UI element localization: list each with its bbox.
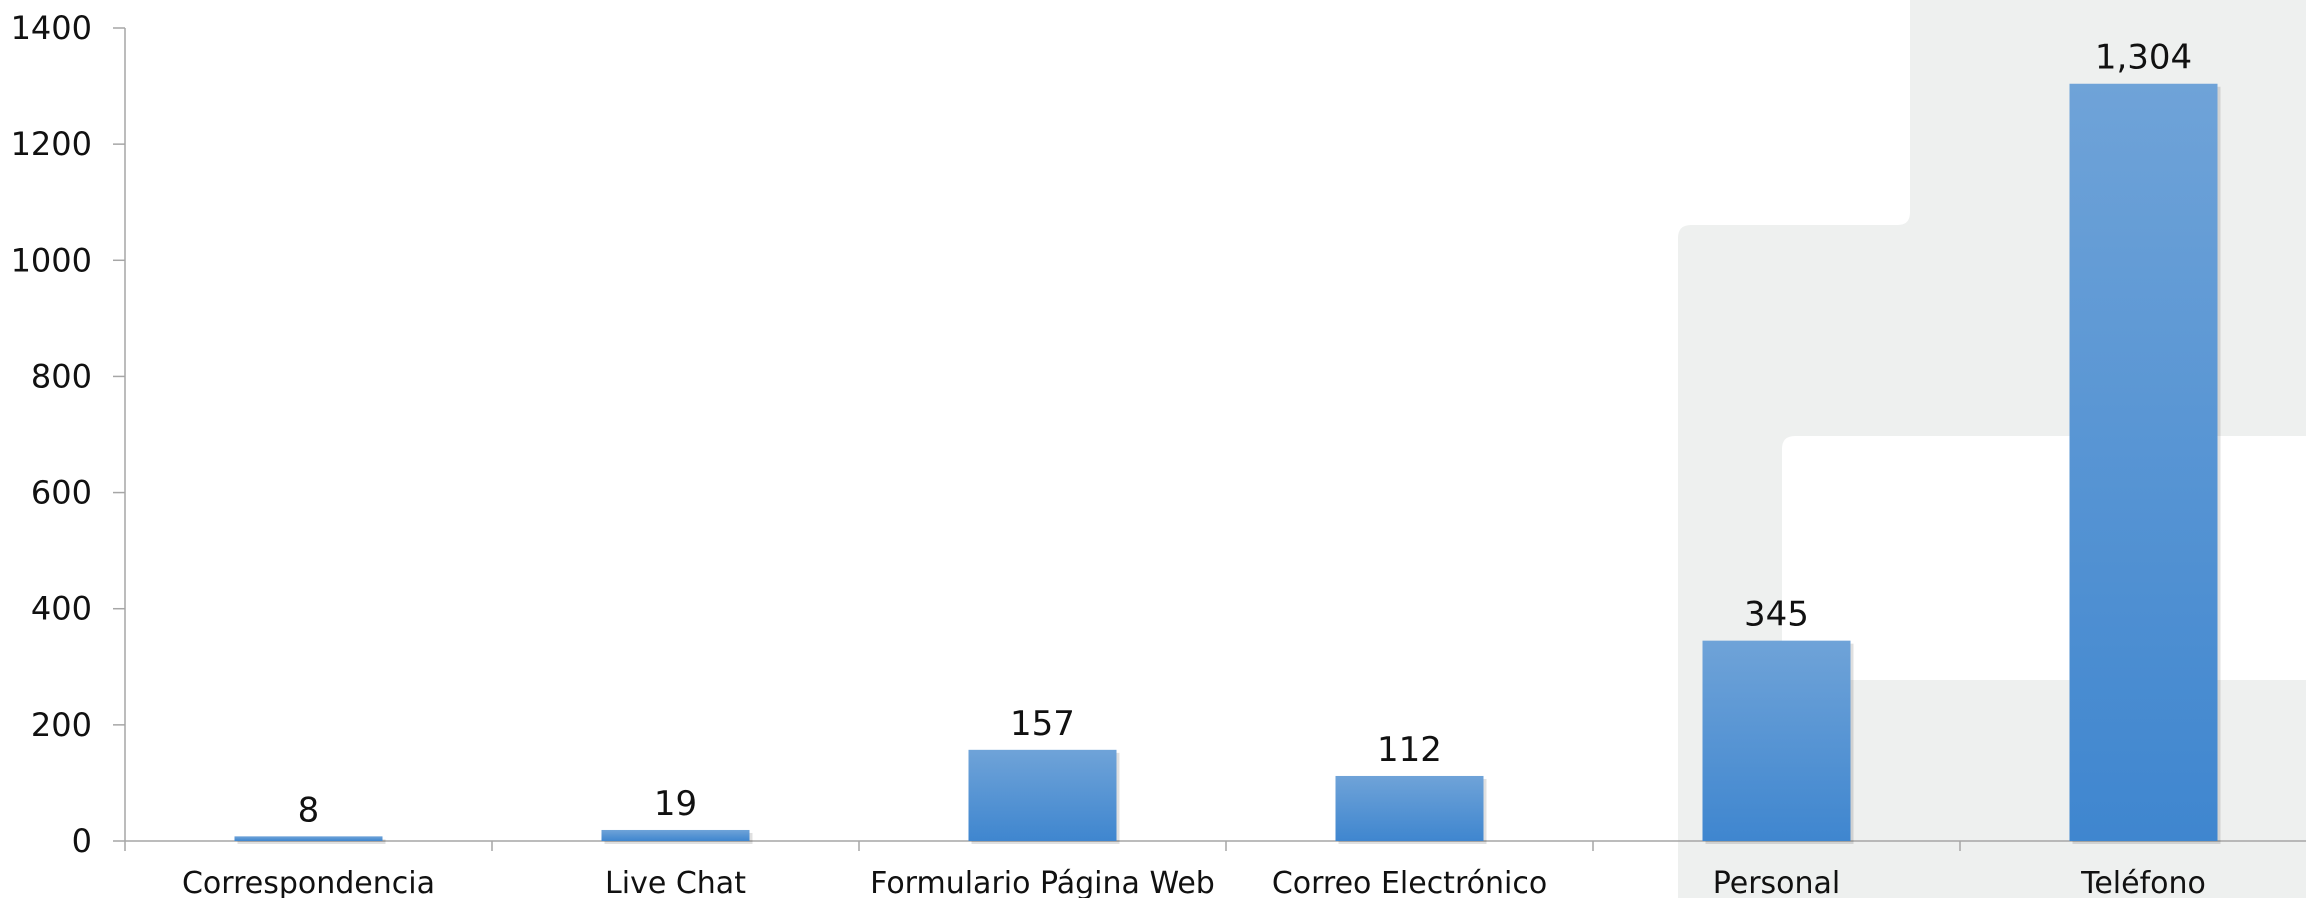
data-label: 345 xyxy=(1744,595,1809,635)
chart-axes xyxy=(124,28,2306,851)
x-category-label: Correspondencia xyxy=(182,866,435,898)
x-category-label: Personal xyxy=(1713,866,1841,898)
bar-shadow xyxy=(237,839,386,844)
bar xyxy=(601,829,750,841)
data-label: 1,304 xyxy=(2095,38,2192,78)
y-tick-label: 1200 xyxy=(11,125,92,163)
y-tick-label: 1400 xyxy=(11,9,92,47)
x-category-label: Teléfono xyxy=(2080,866,2206,898)
bar-series xyxy=(234,83,2221,844)
y-tick-label: 1000 xyxy=(11,241,92,279)
data-label: 8 xyxy=(298,790,320,830)
y-tick-label: 400 xyxy=(31,590,92,628)
y-axis-ticks: 0 200 400 600 800 1000 1200 1400 xyxy=(11,9,125,860)
bar xyxy=(1702,640,1851,841)
bar xyxy=(968,749,1117,841)
x-category-label: Correo Electrónico xyxy=(1272,866,1547,898)
bar xyxy=(1335,775,1484,841)
category-labels: Correspondencia Live Chat Formulario Págin… xyxy=(182,866,2206,898)
data-label: 157 xyxy=(1010,704,1075,744)
data-labels: 8 19 157 112 345 1,304 xyxy=(298,38,2192,831)
bar xyxy=(2069,83,2218,841)
y-tick-label: 0 xyxy=(72,822,92,860)
y-tick-label: 600 xyxy=(31,474,92,512)
y-tick-label: 200 xyxy=(31,706,92,744)
y-tick-label: 800 xyxy=(31,357,92,395)
data-label: 19 xyxy=(654,784,697,824)
x-category-label: Live Chat xyxy=(605,866,746,898)
data-label: 112 xyxy=(1377,730,1442,770)
x-category-label: Formulario Página Web xyxy=(870,866,1215,898)
bar xyxy=(234,836,383,841)
